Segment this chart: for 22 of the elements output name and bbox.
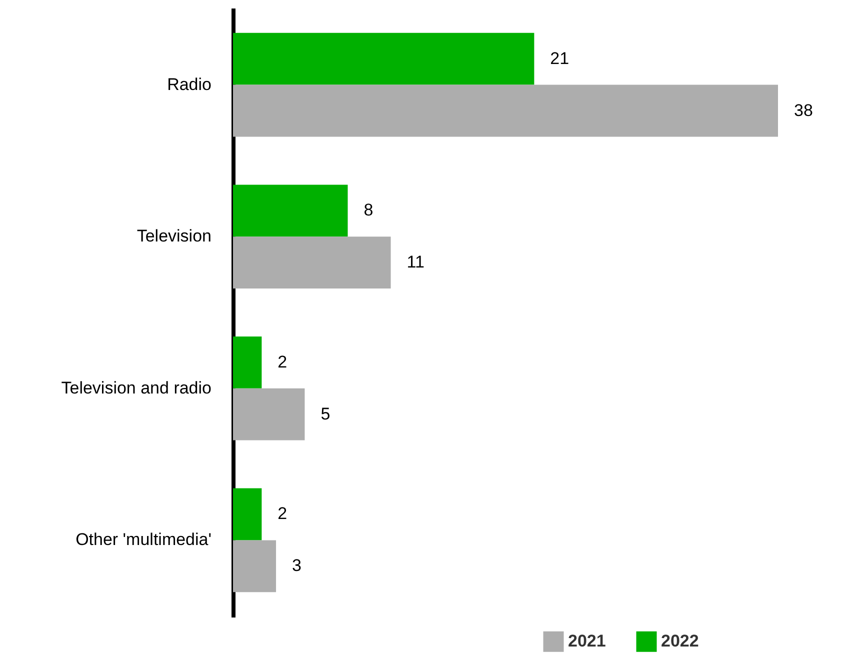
bar <box>233 336 262 388</box>
data-label: 38 <box>794 100 813 120</box>
legend-label: 2021 <box>568 632 606 651</box>
y-tick-label: Television <box>136 226 212 246</box>
data-label: 21 <box>550 48 570 68</box>
y-tick-label: Radio <box>167 74 212 94</box>
bar <box>233 32 534 85</box>
data-label: 5 <box>320 404 330 424</box>
bar <box>233 388 305 440</box>
bar <box>233 488 262 540</box>
data-label: 8 <box>364 200 374 220</box>
data-label: 2 <box>278 352 288 372</box>
legend-label: 2022 <box>661 632 699 651</box>
y-tick-label: Television and radio <box>61 378 212 398</box>
data-label: 2 <box>278 504 288 524</box>
y-tick-label: Other 'multimedia' <box>76 530 212 550</box>
data-label: 11 <box>406 252 424 272</box>
bar <box>233 84 778 137</box>
bar <box>233 184 348 237</box>
bar <box>233 236 391 289</box>
bar <box>233 540 276 592</box>
data-label: 3 <box>292 556 302 576</box>
